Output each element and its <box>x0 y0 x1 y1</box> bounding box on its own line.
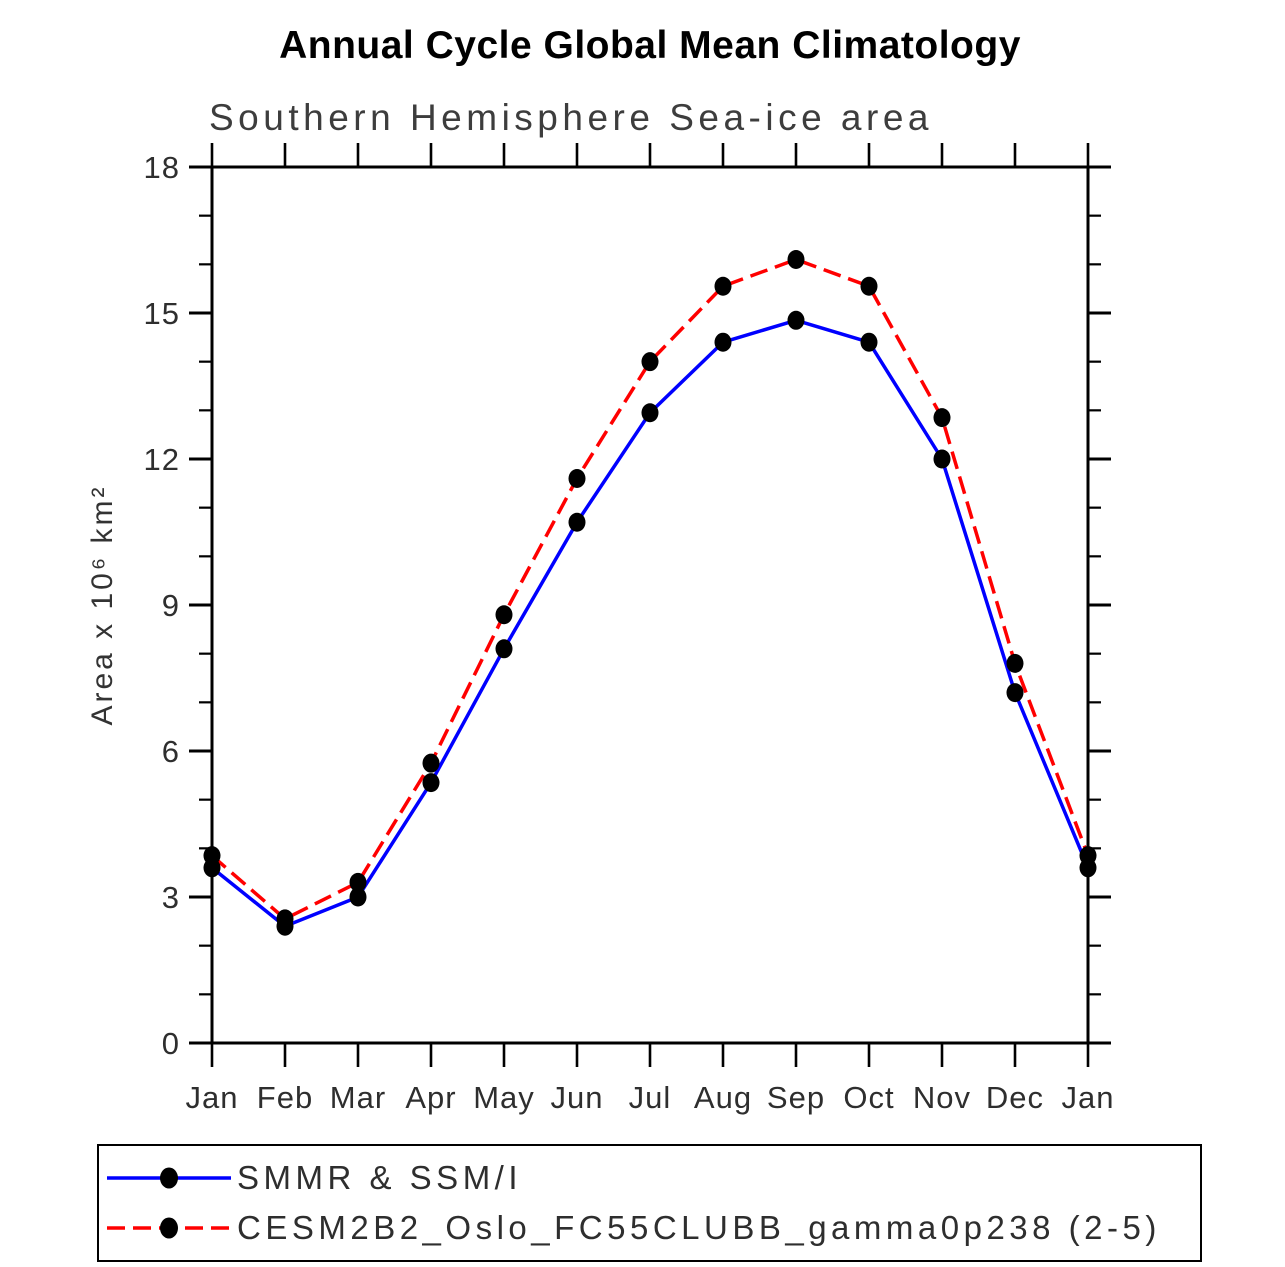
y-tick-label: 0 <box>162 1026 180 1061</box>
x-tick-label: Oct <box>843 1080 894 1115</box>
data-point-marker <box>860 332 878 352</box>
legend-entry-1: CESM2B2_Oslo_FC55CLUBB_gamma0p238 (2-5) <box>103 1205 1200 1251</box>
data-point-marker <box>568 468 586 488</box>
data-point-marker <box>203 846 221 866</box>
legend-entry-0: SMMR & SSM/I <box>103 1155 1200 1201</box>
y-tick-label: 15 <box>144 296 180 331</box>
data-point-marker <box>422 773 440 793</box>
data-point-marker <box>933 449 951 469</box>
data-point-marker <box>714 332 732 352</box>
data-point-marker <box>349 887 367 907</box>
plot-frame <box>210 165 1090 1045</box>
legend-label: CESM2B2_Oslo_FC55CLUBB_gamma0p238 (2-5) <box>237 1209 1161 1247</box>
data-point-marker <box>349 872 367 892</box>
y-tick-label: 18 <box>144 150 180 185</box>
x-tick-label: Jun <box>551 1080 604 1115</box>
legend-line-sample <box>107 1167 231 1189</box>
data-point-marker <box>1079 846 1097 866</box>
y-tick-label: 6 <box>162 734 180 769</box>
x-tick-label: Dec <box>986 1080 1044 1115</box>
data-point-marker <box>641 352 659 372</box>
x-tick-label: Nov <box>913 1080 971 1115</box>
x-tick-label: Aug <box>694 1080 752 1115</box>
x-tick-label: Jul <box>629 1080 672 1115</box>
x-tick-label: Apr <box>405 1080 456 1115</box>
chart-subtitle: Southern Hemisphere Sea-ice area <box>209 97 933 138</box>
data-point-marker <box>1006 683 1024 703</box>
x-tick-label: Jan <box>186 1080 239 1115</box>
x-tick-label: May <box>473 1080 535 1115</box>
x-tick-label: Sep <box>767 1080 825 1115</box>
data-point-marker <box>1006 653 1024 673</box>
legend: SMMR & SSM/I CESM2B2_Oslo_FC55CLUBB_gamma… <box>97 1144 1202 1262</box>
x-tick-label: Jan <box>1062 1080 1115 1115</box>
x-tick-label: Feb <box>257 1080 313 1115</box>
y-tick-label: 12 <box>144 442 180 477</box>
data-point-marker <box>641 403 659 423</box>
y-tick-label: 9 <box>162 588 180 623</box>
data-point-marker <box>495 605 513 625</box>
data-point-marker <box>276 909 294 929</box>
data-point-marker <box>787 310 805 330</box>
data-point-marker <box>933 408 951 428</box>
data-point-marker <box>787 249 805 269</box>
chart-title: Annual Cycle Global Mean Climatology <box>279 24 1021 67</box>
legend-line-sample <box>107 1217 231 1239</box>
legend-label: SMMR & SSM/I <box>237 1158 523 1196</box>
data-point-marker <box>860 276 878 296</box>
x-tick-label: Mar <box>330 1080 386 1115</box>
data-point-marker <box>714 276 732 296</box>
data-point-marker <box>422 753 440 773</box>
legend-marker-icon <box>160 1167 178 1189</box>
legend-marker-icon <box>160 1217 178 1239</box>
data-point-marker <box>568 512 586 532</box>
data-point-marker <box>495 639 513 659</box>
y-tick-label: 3 <box>162 880 180 915</box>
